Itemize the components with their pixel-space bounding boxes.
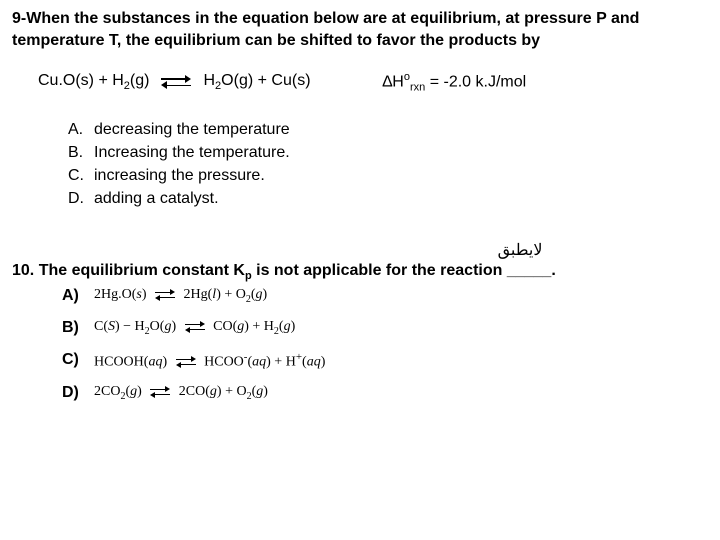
equilibrium-arrow-icon bbox=[174, 357, 198, 367]
equilibrium-arrow-icon bbox=[148, 387, 172, 397]
q10-option-a: A) 2Hg.O(s) 2Hg(l) + O2(g) bbox=[62, 287, 708, 305]
option-b: B. Increasing the temperature. bbox=[68, 141, 708, 164]
equation-c: HCOOH(aq) HCOO-(aq) + H+(aq) bbox=[94, 351, 325, 371]
q10-option-b: B) C(S) − H2O(g) CO(g) + H2(g) bbox=[62, 319, 708, 337]
option-a: A. decreasing the temperature bbox=[68, 118, 708, 141]
arabic-note: لايطبق bbox=[332, 240, 708, 260]
question-10-header: 10. The equilibrium constant Kp is not a… bbox=[12, 262, 708, 282]
equation-row: Cu.O(s) + H2(g) H2O(g) + Cu(s) ∆Horxn = … bbox=[38, 71, 708, 94]
q10-option-c: C) HCOOH(aq) HCOO-(aq) + H+(aq) bbox=[62, 351, 708, 371]
equilibrium-arrow-icon bbox=[153, 290, 177, 300]
equilibrium-arrow-icon bbox=[183, 322, 207, 332]
question-9-header: 9-When the substances in the equation be… bbox=[12, 8, 708, 51]
delta-h: ∆Horxn = -2.0 k.J/mol bbox=[383, 71, 527, 94]
equation-d: 2CO2(g) 2CO(g) + O2(g) bbox=[94, 384, 268, 402]
q10-option-d: D) 2CO2(g) 2CO(g) + O2(g) bbox=[62, 384, 708, 402]
q9-options: A. decreasing the temperature B. Increas… bbox=[68, 118, 708, 211]
option-c: C. increasing the pressure. bbox=[68, 164, 708, 187]
option-d: D. adding a catalyst. bbox=[68, 187, 708, 210]
equation-b: C(S) − H2O(g) CO(g) + H2(g) bbox=[94, 319, 295, 337]
q10-options: A) 2Hg.O(s) 2Hg(l) + O2(g) B) C(S) − H2O… bbox=[62, 287, 708, 403]
equation-a: 2Hg.O(s) 2Hg(l) + O2(g) bbox=[94, 287, 267, 305]
equilibrium-arrow-icon bbox=[159, 75, 193, 89]
eq-left: Cu.O(s) + H2(g) bbox=[38, 72, 149, 92]
eq-right: H2O(g) + Cu(s) bbox=[203, 72, 310, 92]
